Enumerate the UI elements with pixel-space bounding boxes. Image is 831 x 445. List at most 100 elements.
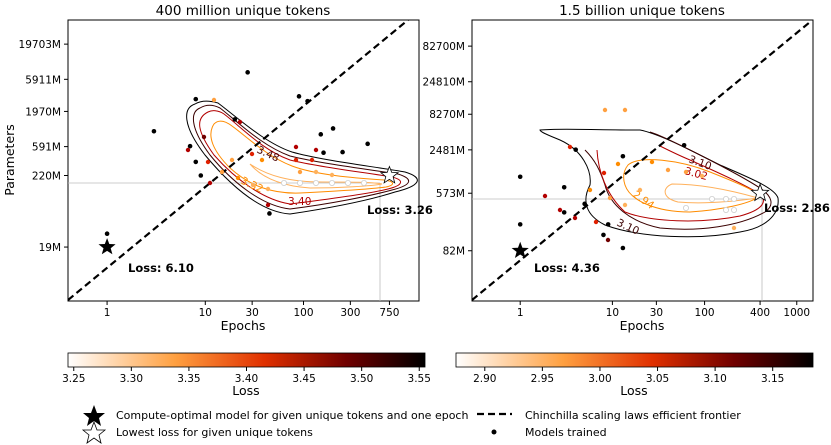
left-y-tick-label: 19M bbox=[39, 242, 61, 254]
right-x-tick-label: 10 bbox=[606, 307, 619, 319]
left-model-point bbox=[245, 70, 250, 75]
cb-right-ticks-label: 2.90 bbox=[473, 373, 496, 385]
right-x-tick-label: 1000 bbox=[783, 307, 810, 319]
left-contour-3.32 bbox=[210, 120, 393, 194]
right-lowest-loss-label: Loss: 2.86 bbox=[764, 201, 830, 215]
colorbar-right: 2.90 2.95 3.00 3.05 3.10 3.15 Loss bbox=[455, 352, 814, 398]
left-x-tick-label: 100 bbox=[293, 307, 313, 319]
cb-left-ticks-label: 3.40 bbox=[235, 373, 258, 385]
right-compute-optimal-loss-label: Loss: 4.36 bbox=[534, 261, 600, 275]
left-x-ticks: 1 10 30 100 300 750 bbox=[104, 301, 399, 319]
cb-right-ticks-label: 2.95 bbox=[531, 373, 554, 385]
colorbar-left-gradient bbox=[67, 352, 426, 368]
left-title: 400 million unique tokens bbox=[156, 3, 331, 19]
right-contour-label-2: 3.02 bbox=[683, 165, 709, 183]
left-model-point bbox=[330, 126, 336, 131]
colorbar-left: 3.25 3.30 3.35 3.40 3.45 3.50 3.55 Loss bbox=[62, 352, 431, 398]
panel-right: 1.5 billion unique tokens 3.10 3.02 2.94… bbox=[423, 3, 830, 333]
left-x-tick-label: 1 bbox=[104, 307, 111, 319]
legend-dot-icon bbox=[491, 429, 497, 435]
right-model-point bbox=[561, 185, 567, 190]
left-x-label: Epochs bbox=[221, 318, 266, 333]
left-contour-3.40 bbox=[199, 110, 401, 205]
legend-filled-star-icon bbox=[83, 405, 105, 426]
colorbar-left-label: Loss bbox=[232, 383, 259, 398]
left-markers bbox=[98, 165, 400, 255]
cb-left-ticks-label: 3.45 bbox=[292, 373, 315, 385]
legend-hollow-star-icon bbox=[81, 420, 107, 444]
right-contour-2.94 bbox=[623, 159, 761, 213]
left-model-point bbox=[321, 150, 326, 155]
cb-left-ticks-label: 3.50 bbox=[350, 373, 373, 385]
right-models-trained bbox=[517, 142, 687, 251]
left-model-point bbox=[193, 159, 199, 165]
legend-models: Models trained bbox=[525, 426, 607, 439]
left-y-tick-label: 1970M bbox=[25, 106, 61, 118]
legend: Compute-optimal model for given unique t… bbox=[81, 405, 741, 444]
right-contour-3.15 bbox=[539, 128, 779, 238]
left-model-point bbox=[187, 143, 193, 149]
left-model-point bbox=[340, 149, 345, 155]
left-chinchilla-frontier bbox=[68, 20, 409, 301]
cb-right-ticks-label: 3.15 bbox=[761, 373, 784, 385]
left-models-trained bbox=[104, 70, 370, 237]
legend-compute-optimal: Compute-optimal model for given unique t… bbox=[116, 409, 468, 422]
left-y-tick-label: 591M bbox=[32, 142, 61, 154]
right-contour-label-3: 2.94 bbox=[630, 189, 656, 212]
left-model-point bbox=[267, 211, 272, 216]
right-model-point bbox=[561, 210, 567, 215]
right-x-tick-label: 400 bbox=[750, 307, 770, 319]
left-contour-3.55 bbox=[186, 100, 418, 215]
right-model-point bbox=[517, 222, 523, 227]
colorbar-right-label: Loss bbox=[620, 383, 647, 398]
right-model-point bbox=[601, 232, 606, 238]
left-plot-frame bbox=[67, 19, 420, 302]
right-model-point bbox=[517, 174, 523, 180]
left-compute-optimal-star-icon bbox=[98, 238, 116, 255]
left-y-tick-label: 220M bbox=[32, 170, 61, 182]
left-model-point bbox=[232, 117, 238, 122]
left-contour-label-1: 3.48 bbox=[255, 144, 281, 165]
left-lowest-loss-star-icon bbox=[379, 165, 400, 184]
panel-left: 400 million unique tokens 3.48 3.32 3.40 bbox=[2, 3, 433, 333]
colorbar-right-gradient bbox=[455, 352, 814, 368]
right-markers bbox=[511, 183, 770, 258]
right-model-point bbox=[681, 142, 687, 148]
colorbar-left-ticks: 3.25 3.30 3.35 3.40 3.45 3.50 3.55 bbox=[62, 367, 431, 385]
right-plot-frame bbox=[471, 19, 814, 302]
cb-left-ticks-label: 3.30 bbox=[120, 373, 143, 385]
right-y-tick-label: 82700M bbox=[423, 41, 465, 53]
left-model-point bbox=[151, 128, 157, 134]
right-run-grid bbox=[542, 107, 738, 243]
left-contour-3.48 bbox=[192, 104, 409, 210]
right-contour-3.02 bbox=[596, 145, 764, 222]
legend-lowest-loss: Lowest loss for given unique tokens bbox=[116, 426, 313, 439]
right-y-tick-label: 573M bbox=[436, 188, 465, 200]
left-model-point bbox=[296, 94, 302, 99]
left-run-grid bbox=[185, 97, 367, 208]
left-y-label: Parameters bbox=[2, 124, 17, 196]
cb-right-ticks-label: 3.10 bbox=[703, 373, 726, 385]
right-chinchilla-frontier bbox=[472, 21, 811, 301]
left-lowest-loss-label: Loss: 3.26 bbox=[367, 203, 433, 217]
left-model-point bbox=[104, 231, 110, 237]
left-x-tick-label: 750 bbox=[379, 307, 399, 319]
right-compute-optimal-star-icon bbox=[511, 241, 529, 258]
left-contour-label-3: 3.40 bbox=[288, 196, 311, 208]
left-x-tick-label: 300 bbox=[340, 307, 360, 319]
right-model-point bbox=[620, 153, 626, 159]
right-x-ticks: 1 10 30 100 400 1000 bbox=[517, 301, 810, 319]
left-model-point bbox=[193, 96, 199, 102]
left-compute-optimal-loss-label: Loss: 6.10 bbox=[128, 261, 194, 275]
right-x-tick-label: 1 bbox=[517, 307, 524, 319]
cb-left-ticks-label: 3.35 bbox=[177, 373, 200, 385]
left-model-point bbox=[305, 98, 310, 104]
right-model-point bbox=[582, 201, 587, 207]
left-model-point bbox=[198, 173, 204, 178]
right-model-point bbox=[573, 147, 579, 152]
left-y-tick-label: 19703M bbox=[19, 39, 61, 51]
right-x-tick-label: 100 bbox=[695, 307, 715, 319]
left-model-point bbox=[318, 132, 324, 137]
cb-right-ticks-label: 3.00 bbox=[588, 373, 611, 385]
